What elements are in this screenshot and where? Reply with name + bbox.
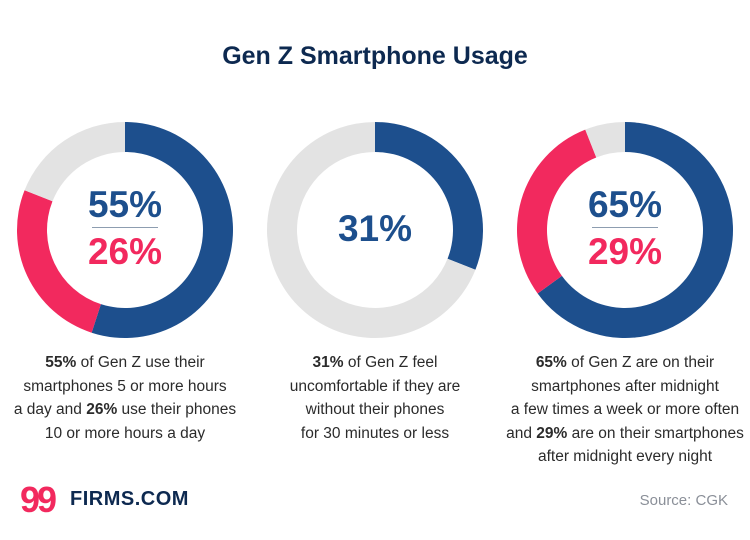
donut-3-primary-label: 65% <box>587 184 663 225</box>
caption-line: 31% of Gen Z feel <box>250 351 500 375</box>
caption-text: a day and <box>13 401 87 418</box>
donut-1-secondary-label: 26% <box>87 231 163 272</box>
caption-text: use their phones <box>117 401 237 418</box>
caption-text: of Gen Z are on their <box>566 354 715 371</box>
donut-3-svg <box>517 122 733 338</box>
donut-3-secondary-label: 29% <box>587 231 663 272</box>
caption-text: and <box>506 424 537 442</box>
donut-3-segment-2 <box>517 129 597 294</box>
caption-text: without their phones <box>305 401 445 418</box>
caption-line: without their phones <box>250 398 500 422</box>
source-note: Source: CGK <box>639 492 728 509</box>
donut-3-segment-1 <box>537 122 733 338</box>
chart-title: Gen Z Smartphone Usage <box>222 42 528 70</box>
caption-highlight: 55% <box>45 354 77 371</box>
caption-line: for 30 minutes or less <box>250 422 500 446</box>
donut-3-segment-3 <box>585 122 625 158</box>
donut-1-segment-3 <box>24 122 126 202</box>
donut-1-divider <box>92 227 158 228</box>
caption-1: 55% of Gen Z use their smartphones 5 or m… <box>0 351 250 445</box>
caption-text: of Gen Z feel <box>343 354 438 371</box>
caption-line: smartphones 5 or more hours <box>0 375 250 399</box>
donut-3-divider <box>592 227 658 228</box>
caption-highlight: 31% <box>312 354 344 371</box>
logo-mark: 99 <box>20 479 57 520</box>
donut-1-segment-2 <box>17 190 101 333</box>
caption-line: 10 or more hours a day <box>0 422 250 446</box>
caption-line: smartphones after midnight <box>500 375 750 399</box>
caption-line: a day and 26% use their phones <box>0 398 250 422</box>
donut-1-svg <box>17 122 234 338</box>
caption-highlight: 29% <box>536 424 568 442</box>
caption-2: 31% of Gen Z feel uncomfortable if they a… <box>250 351 500 445</box>
caption-text: are on their smartphones <box>567 424 744 442</box>
donut-chart-3: 65% 29% <box>515 120 735 340</box>
caption-text: uncomfortable if they are <box>289 377 461 395</box>
caption-line: a few times a week or more often <box>500 398 750 422</box>
donut-chart-2: 31% <box>265 120 485 340</box>
donut-chart-1: 55% 26% <box>15 120 235 340</box>
caption-text: after midnight every night <box>537 448 713 465</box>
caption-highlight: 26% <box>86 401 118 418</box>
donut-2-primary-label: 31% <box>337 208 413 249</box>
caption-line: 55% of Gen Z use their <box>0 351 250 375</box>
donut-1-segment-1 <box>91 122 234 338</box>
caption-line: and 29% are on their smartphones <box>500 422 750 446</box>
caption-highlight: 65% <box>535 354 567 371</box>
logo-text: FIRMS.COM <box>70 488 189 510</box>
caption-text: smartphones after midnight <box>531 377 719 395</box>
donut-2-svg <box>267 122 483 338</box>
caption-line: 65% of Gen Z are on their <box>500 351 750 375</box>
caption-line: uncomfortable if they are <box>250 375 500 399</box>
caption-text: of Gen Z use their <box>76 354 205 371</box>
caption-text: a few times a week or more often <box>510 401 740 418</box>
donut-1-primary-label: 55% <box>87 184 163 225</box>
donut-2-segment-1 <box>375 122 483 270</box>
caption-text: 10 or more hours a day <box>44 424 206 442</box>
caption-text: for 30 minutes or less <box>300 424 450 442</box>
caption-line: after midnight every night <box>500 445 750 469</box>
caption-text: smartphones 5 or more hours <box>23 377 227 395</box>
caption-3: 65% of Gen Z are on their smartphones aft… <box>500 351 750 469</box>
